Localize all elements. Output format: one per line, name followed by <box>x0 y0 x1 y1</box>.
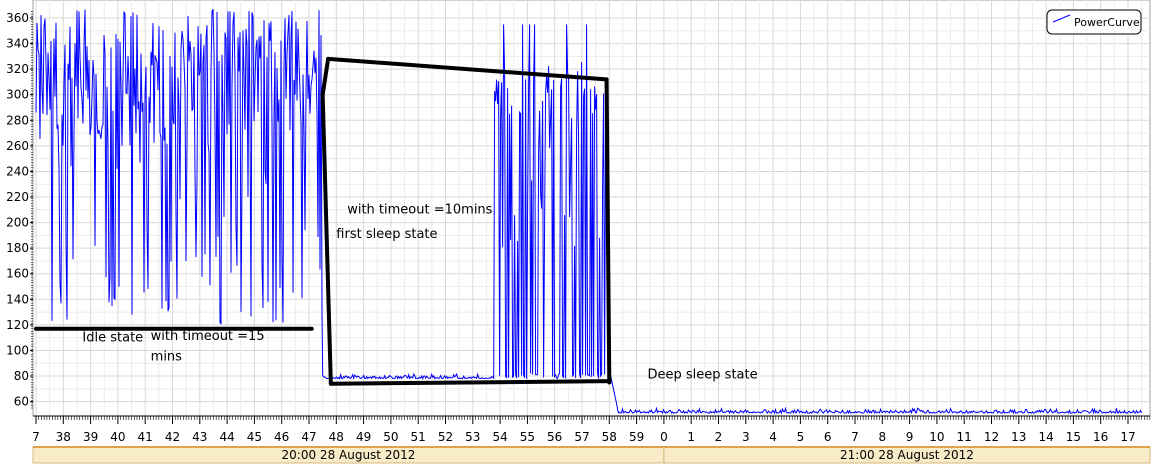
x-tick-label: 41 <box>138 430 153 444</box>
annotation-text: mins <box>151 350 183 365</box>
x-tick-label: 57 <box>574 430 589 444</box>
x-tick-label: 47 <box>301 430 316 444</box>
x-tick-label: 15 <box>1066 430 1081 444</box>
series-line-powercurve <box>35 9 1142 415</box>
overlay-line <box>320 92 333 386</box>
y-tick-label: 60 <box>14 395 29 409</box>
y-tick-label: 320 <box>6 62 29 76</box>
x-tick-label: 12 <box>984 430 999 444</box>
series-group <box>35 9 1142 415</box>
legend-label: PowerCurve <box>1074 16 1140 29</box>
x-tick-label: 45 <box>247 430 262 444</box>
overlay-line <box>320 56 331 97</box>
overlay-lines <box>34 56 612 386</box>
x-tick-label: 14 <box>1038 430 1053 444</box>
x-tick-label: 11 <box>957 430 972 444</box>
annotation-text: Idle state <box>82 331 143 346</box>
x-tick-label: 49 <box>356 430 371 444</box>
legend[interactable]: PowerCurve <box>1046 9 1142 35</box>
x-tick-label: 9 <box>906 430 914 444</box>
x-tick-label: 13 <box>1011 430 1026 444</box>
y-tick-label: 340 <box>6 37 29 51</box>
annotation-text: first sleep state <box>336 227 437 242</box>
x-tick-label: 54 <box>492 430 507 444</box>
legend-swatch <box>1052 14 1071 23</box>
x-tick-label: 46 <box>274 430 289 444</box>
x-tick-label: 43 <box>192 430 207 444</box>
y-tick-label: 300 <box>6 88 29 102</box>
x-tick-label: 44 <box>219 430 234 444</box>
x-tick-label: 7 <box>32 430 40 444</box>
x-tick-label: 7 <box>851 430 859 444</box>
y-tick-label: 240 <box>6 164 29 178</box>
y-tick-label: 260 <box>6 139 29 153</box>
y-tick-label: 120 <box>6 318 29 332</box>
x-tick-label: 55 <box>520 430 535 444</box>
y-tick-label: 140 <box>6 292 29 306</box>
overlay-line <box>604 77 612 385</box>
y-tick-label: 360 <box>6 11 29 25</box>
x-tick-label: 0 <box>660 430 668 444</box>
x-tick-label: 17 <box>1120 430 1135 444</box>
axes: 6080100120140160180200220240260280300320… <box>6 11 1151 444</box>
y-tick-label: 220 <box>6 190 29 204</box>
x-tick-label: 51 <box>411 430 426 444</box>
x-tick-label: 6 <box>824 430 832 444</box>
x-tick-label: 40 <box>110 430 125 444</box>
x-tick-label: 3 <box>742 430 750 444</box>
x-tick-label: 5 <box>797 430 805 444</box>
x-tick-label: 42 <box>165 430 180 444</box>
y-tick-label: 180 <box>6 241 29 255</box>
x-tick-label: 16 <box>1093 430 1108 444</box>
annotation-text: with timeout =10mins <box>347 203 492 218</box>
y-tick-label: 280 <box>6 113 29 127</box>
x-tick-label: 39 <box>83 430 98 444</box>
x-tick-label: 10 <box>929 430 944 444</box>
x-tick-label: 58 <box>602 430 617 444</box>
x-tick-label: 48 <box>329 430 344 444</box>
x-tick-label: 8 <box>878 430 886 444</box>
y-tick-label: 100 <box>6 343 29 357</box>
x-tick-label: 2 <box>715 430 723 444</box>
date-band-label: 21:00 28 August 2012 <box>840 448 974 462</box>
annotation-text: Deep sleep state <box>648 368 758 383</box>
date-bands: 20:00 28 August 2012 21:00 28 August 2012 <box>32 446 1151 464</box>
y-tick-label: 160 <box>6 267 29 281</box>
annotations: Idle state with timeout =15 mins first slee… <box>82 203 757 383</box>
annotation-text: with timeout =15 <box>151 329 265 344</box>
y-tick-label: 200 <box>6 216 29 230</box>
x-tick-label: 50 <box>383 430 398 444</box>
x-tick-label: 52 <box>438 430 453 444</box>
x-tick-label: 4 <box>769 430 777 444</box>
y-tick-label: 80 <box>14 369 29 383</box>
x-tick-label: 59 <box>629 430 644 444</box>
overlay-line <box>326 56 609 82</box>
overlay-line <box>328 379 612 386</box>
date-band-label: 20:00 28 August 2012 <box>282 448 416 462</box>
legend-box[interactable] <box>1046 9 1142 35</box>
x-tick-label: 1 <box>687 430 695 444</box>
x-tick-label: 56 <box>547 430 562 444</box>
x-tick-label: 38 <box>56 430 71 444</box>
x-tick-label: 53 <box>465 430 480 444</box>
